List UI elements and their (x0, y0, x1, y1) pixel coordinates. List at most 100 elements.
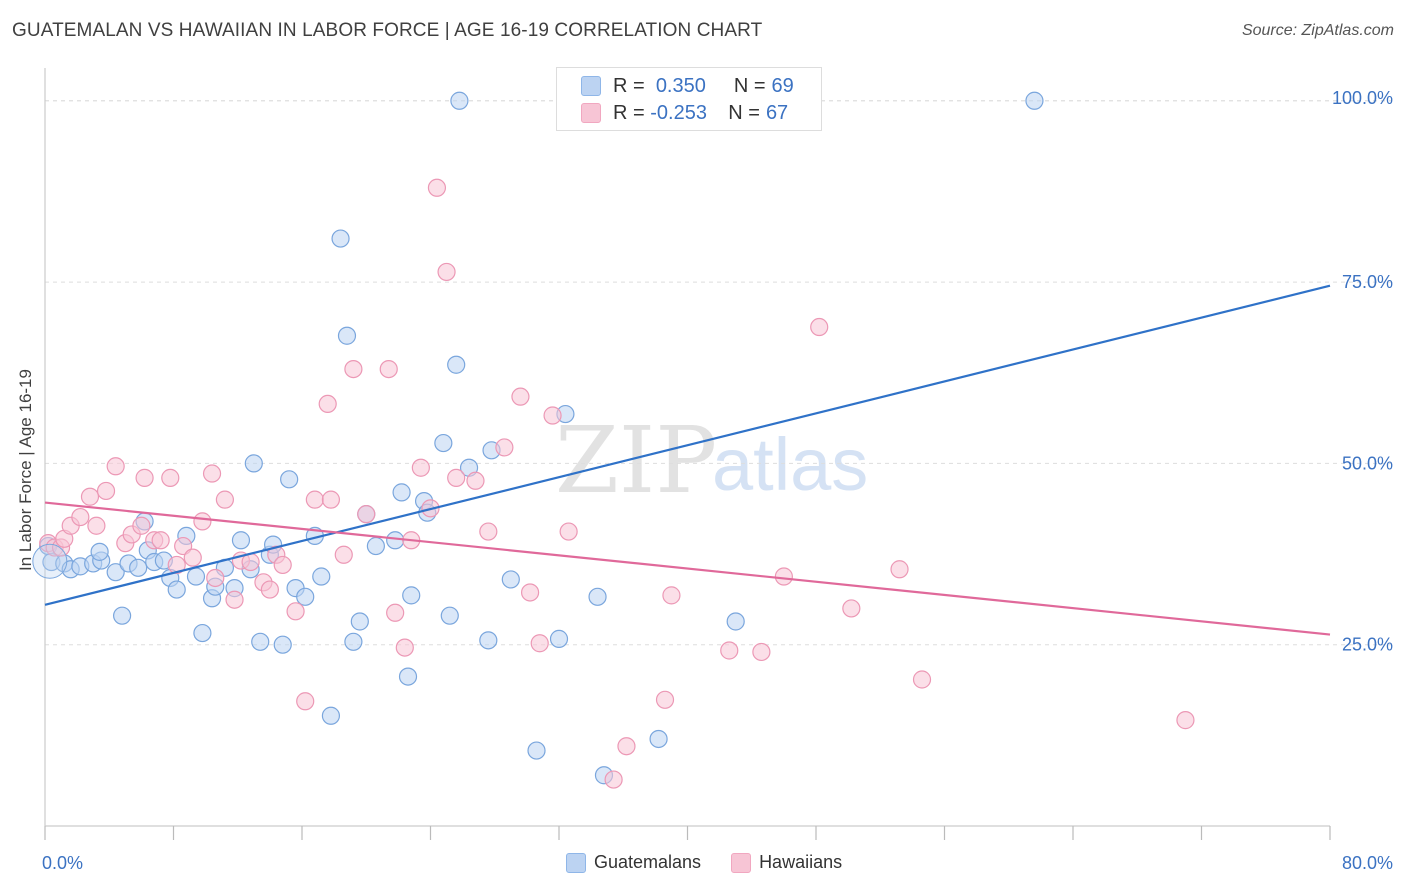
point-hawaiian (80, 487, 100, 506)
point-hawaiian (395, 638, 414, 657)
point-guatemalan (588, 587, 607, 606)
x-tick-label: 0.0% (42, 853, 83, 873)
legend-n-label: N = (733, 74, 766, 97)
legend-swatch-blue (566, 852, 586, 873)
point-guatemalan (251, 632, 270, 651)
point-guatemalan (296, 587, 315, 606)
point-hawaiian (604, 770, 623, 789)
point-guatemalan (312, 567, 331, 586)
point-hawaiian (495, 438, 514, 457)
y-tick-label: 50.0% (1342, 453, 1393, 473)
point-guatemalan (90, 542, 109, 561)
legend-label-guatemalans: Guatemalans (594, 852, 702, 872)
point-guatemalan (479, 631, 498, 650)
point-guatemalan (106, 563, 125, 582)
point-hawaiian (193, 512, 212, 531)
point-hawaiian (1176, 711, 1195, 730)
x-tick-label: 80.0% (1342, 853, 1393, 873)
point-hawaiian (559, 522, 578, 541)
point-hawaiian (183, 548, 202, 567)
chart-title: GUATEMALAN VS HAWAIIAN IN LABOR FORCE | … (12, 20, 763, 41)
y-axis-label: In Labor Force | Age 16-19 (16, 369, 35, 571)
point-hawaiian (617, 737, 636, 756)
point-guatemalan (350, 612, 369, 631)
point-hawaiian (511, 387, 530, 406)
legend-item-hawaiians[interactable]: Hawaiians (731, 852, 842, 873)
point-guatemalan (501, 570, 520, 589)
point-hawaiian (174, 536, 193, 556)
point-hawaiian (543, 406, 562, 425)
point-guatemalan (386, 531, 405, 550)
point-hawaiian (202, 464, 222, 483)
point-hawaiian (357, 505, 376, 524)
point-guatemalan (527, 741, 546, 760)
point-guatemalan (726, 612, 745, 631)
point-hawaiian (720, 641, 739, 660)
point-hawaiian (386, 603, 405, 622)
legend-n-value: 69 (771, 74, 794, 97)
point-hawaiian (260, 580, 279, 599)
point-hawaiian (334, 545, 353, 564)
point-hawaiian (479, 522, 498, 541)
point-hawaiian (427, 178, 447, 197)
legend-swatch-blue (581, 76, 601, 96)
watermark-zip: ZIP (555, 407, 717, 514)
point-hawaiian (774, 567, 793, 586)
point-guatemalan (649, 729, 668, 749)
point-guatemalan (366, 536, 385, 556)
point-hawaiian (96, 481, 116, 501)
point-guatemalan (447, 355, 466, 374)
point-hawaiian (752, 642, 771, 662)
point-guatemalan (273, 635, 292, 654)
point-hawaiian (318, 394, 337, 414)
point-hawaiian (296, 692, 315, 711)
point-hawaiian (411, 458, 430, 477)
point-hawaiian (132, 516, 151, 535)
point-hawaiian (344, 359, 363, 379)
point-hawaiian (206, 568, 225, 588)
point-hawaiian (655, 690, 675, 709)
legend-swatch-pink (581, 103, 601, 123)
point-hawaiian (842, 599, 861, 618)
point-guatemalan (231, 531, 251, 550)
legend-r-label: R = (613, 101, 645, 124)
legend-row-hawaiians: R = -0.253 N = 67 (581, 101, 788, 125)
point-guatemalan (331, 229, 350, 248)
point-hawaiian (225, 590, 244, 609)
point-guatemalan (186, 567, 206, 586)
legend-r-value: -0.253 (650, 101, 707, 124)
legend-n-value: 67 (765, 101, 789, 124)
point-hawaiian (135, 468, 154, 487)
point-guatemalan (1025, 91, 1044, 110)
point-hawaiian (167, 555, 186, 575)
point-hawaiian (466, 471, 485, 490)
point-hawaiian (662, 586, 681, 605)
point-hawaiian (810, 317, 829, 337)
point-hawaiian (106, 457, 125, 476)
series-legend: Guatemalans Hawaiians (566, 852, 872, 873)
point-hawaiian (215, 490, 234, 509)
point-hawaiian (530, 634, 549, 653)
stats-legend: R = 0.350 N = 69 R = -0.253 N = 67 (556, 67, 822, 131)
y-tick-label: 100.0% (1332, 88, 1393, 108)
point-guatemalan (280, 470, 299, 489)
point-hawaiian (890, 560, 909, 579)
source-label: Source: ZipAtlas.com (1241, 22, 1394, 39)
point-hawaiian (912, 670, 932, 689)
point-hawaiian (87, 516, 106, 535)
point-guatemalan (549, 629, 569, 648)
point-hawaiian (447, 468, 466, 487)
point-hawaiian (437, 262, 456, 282)
point-hawaiian (286, 602, 305, 621)
legend-item-guatemalans[interactable]: Guatemalans (566, 852, 701, 873)
watermark: ZIP atlas (555, 407, 868, 514)
point-guatemalan (398, 667, 418, 686)
point-guatemalan (112, 606, 132, 625)
watermark-atlas: atlas (712, 423, 868, 506)
point-guatemalan (440, 606, 459, 625)
point-guatemalan (392, 483, 411, 502)
legend-swatch-pink (731, 852, 752, 873)
point-guatemalan (244, 454, 263, 473)
point-hawaiian (305, 490, 324, 509)
point-hawaiian (71, 507, 90, 527)
